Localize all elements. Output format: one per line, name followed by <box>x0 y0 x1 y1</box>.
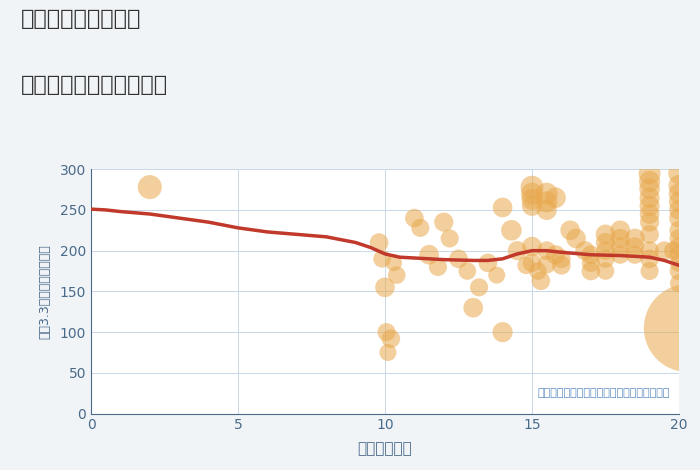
Point <box>644 247 655 254</box>
Point <box>497 329 508 336</box>
Point <box>385 335 396 343</box>
Point <box>521 262 532 269</box>
Point <box>381 329 392 336</box>
Point <box>600 231 611 238</box>
Point <box>673 251 685 258</box>
Point <box>644 255 655 263</box>
X-axis label: 駅距離（分）: 駅距離（分） <box>358 441 412 456</box>
Point <box>389 259 400 266</box>
Point <box>644 185 655 193</box>
Point <box>629 235 641 242</box>
Point <box>644 170 655 177</box>
Point <box>615 251 626 258</box>
Point <box>668 247 679 254</box>
Point <box>541 261 552 268</box>
Point <box>644 210 655 218</box>
Point <box>414 224 426 232</box>
Point <box>659 247 670 254</box>
Point <box>526 196 538 203</box>
Point <box>144 183 155 191</box>
Point <box>506 227 517 234</box>
Point <box>565 227 576 234</box>
Text: 駅距離別中古戸建て価格: 駅距離別中古戸建て価格 <box>21 75 168 95</box>
Point <box>473 283 484 291</box>
Point <box>615 227 626 234</box>
Point <box>615 235 626 242</box>
Point <box>382 349 393 356</box>
Point <box>585 259 596 266</box>
Point <box>482 259 493 266</box>
Point <box>629 251 641 258</box>
Y-axis label: 坪（3.3㎡）単価（万円）: 坪（3.3㎡）単価（万円） <box>38 244 51 339</box>
Point <box>673 190 685 197</box>
Text: 東京都調布市染地の: 東京都調布市染地の <box>21 9 141 30</box>
Point <box>673 259 685 266</box>
Point <box>462 267 473 275</box>
Point <box>491 271 503 279</box>
Point <box>585 267 596 275</box>
Point <box>673 227 685 234</box>
Point <box>556 255 567 263</box>
Point <box>673 243 685 251</box>
Point <box>512 247 523 254</box>
Point <box>673 280 685 287</box>
Point <box>541 190 552 197</box>
Point <box>526 259 538 266</box>
Point <box>526 190 538 197</box>
Point <box>550 251 561 258</box>
Point <box>377 255 388 263</box>
Point <box>644 202 655 210</box>
Point <box>673 235 685 242</box>
Point <box>526 243 538 251</box>
Point <box>682 324 694 332</box>
Point <box>600 239 611 246</box>
Point <box>444 235 455 242</box>
Point <box>629 243 641 251</box>
Point <box>644 231 655 238</box>
Point <box>541 206 552 214</box>
Point <box>615 243 626 251</box>
Point <box>541 247 552 254</box>
Point <box>532 267 543 275</box>
Point <box>673 267 685 275</box>
Point <box>673 170 685 177</box>
Point <box>673 214 685 222</box>
Text: 円の大きさは、取引のあった物件面積を示す: 円の大きさは、取引のあった物件面積を示す <box>538 388 670 398</box>
Point <box>580 247 591 254</box>
Point <box>526 183 538 191</box>
Point <box>644 267 655 275</box>
Point <box>438 219 449 226</box>
Point <box>644 194 655 202</box>
Point <box>673 182 685 189</box>
Point <box>644 219 655 226</box>
Point <box>570 235 582 242</box>
Point <box>673 206 685 214</box>
Point <box>468 304 479 312</box>
Point <box>453 255 464 263</box>
Point <box>526 202 538 210</box>
Point <box>556 262 567 269</box>
Point <box>585 251 596 258</box>
Point <box>550 194 561 202</box>
Point <box>433 263 444 271</box>
Point <box>379 283 391 291</box>
Point <box>374 239 385 246</box>
Point <box>391 271 402 279</box>
Point <box>541 198 552 205</box>
Point <box>644 178 655 185</box>
Point <box>600 267 611 275</box>
Point <box>600 247 611 254</box>
Point <box>536 277 547 284</box>
Point <box>409 214 420 222</box>
Point <box>600 255 611 263</box>
Point <box>497 204 508 211</box>
Point <box>673 198 685 205</box>
Point <box>424 251 435 258</box>
